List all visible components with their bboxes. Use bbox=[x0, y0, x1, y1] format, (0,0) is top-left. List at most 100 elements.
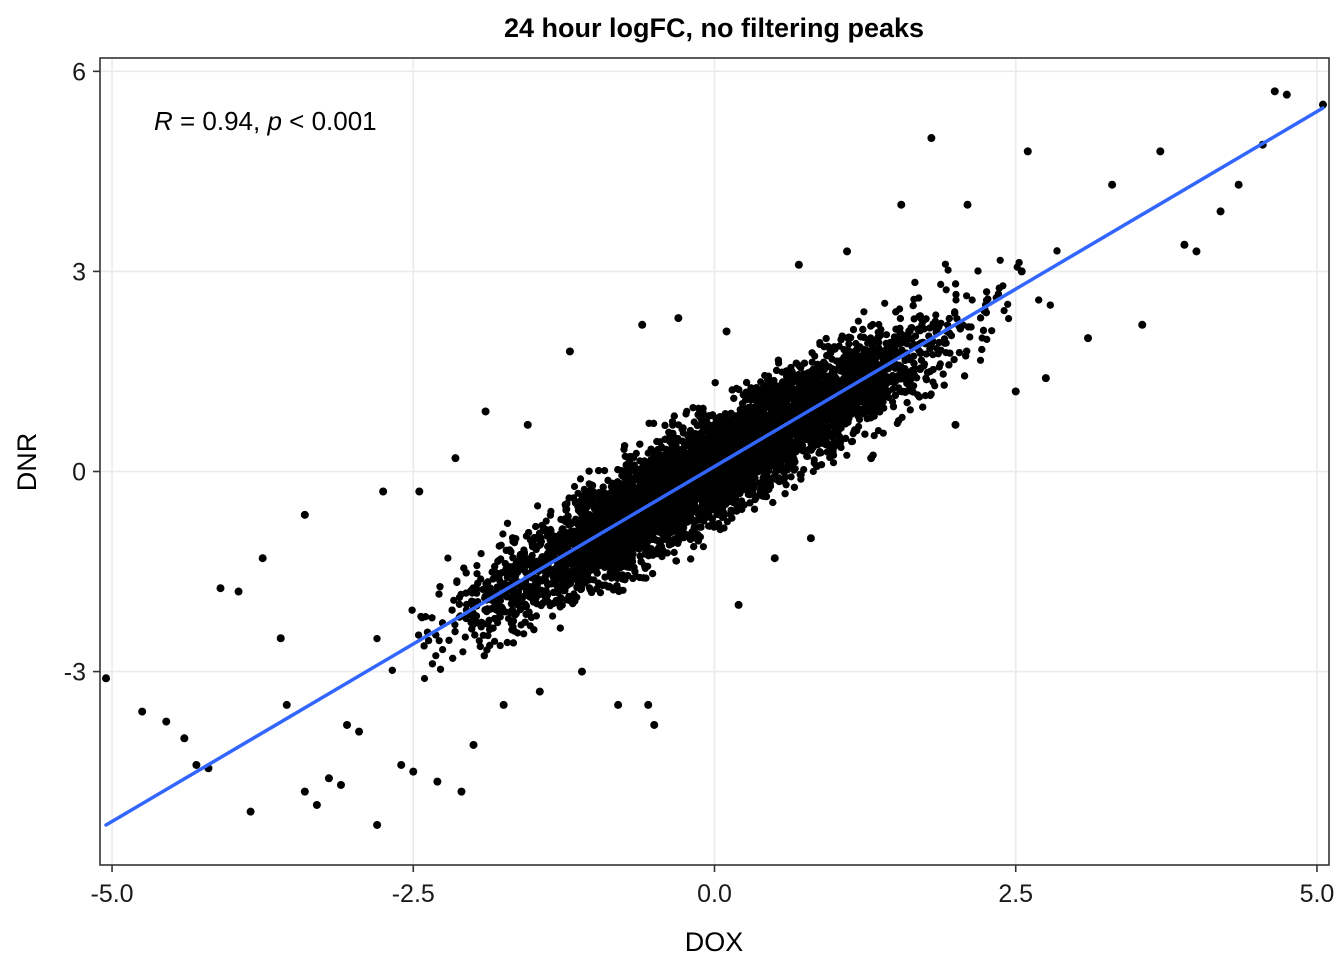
data-point bbox=[874, 427, 883, 435]
data-point bbox=[906, 406, 914, 414]
data-point bbox=[138, 707, 147, 716]
data-point bbox=[806, 534, 815, 543]
data-point bbox=[1234, 180, 1243, 189]
data-point bbox=[601, 467, 609, 475]
data-point bbox=[809, 467, 817, 476]
data-point bbox=[102, 674, 111, 683]
data-point bbox=[461, 633, 469, 641]
data-point bbox=[355, 727, 364, 736]
data-point bbox=[927, 134, 936, 143]
data-point bbox=[1318, 100, 1327, 109]
data-point bbox=[379, 487, 388, 496]
data-point bbox=[1041, 374, 1050, 383]
data-point bbox=[757, 378, 765, 386]
data-point bbox=[192, 760, 201, 769]
data-point bbox=[373, 820, 382, 829]
data-point bbox=[682, 410, 690, 418]
data-point bbox=[794, 260, 803, 269]
data-point bbox=[520, 630, 528, 638]
data-point bbox=[1108, 180, 1117, 189]
data-point bbox=[300, 510, 309, 519]
data-point bbox=[246, 807, 255, 816]
data-point bbox=[1192, 247, 1201, 256]
data-point bbox=[638, 320, 647, 329]
data-point bbox=[881, 299, 889, 307]
data-point bbox=[576, 475, 585, 483]
data-point bbox=[926, 391, 934, 400]
data-point bbox=[549, 612, 557, 620]
data-point bbox=[477, 550, 485, 558]
data-point bbox=[929, 351, 937, 359]
data-point bbox=[457, 787, 466, 796]
data-point bbox=[481, 407, 490, 416]
data-point bbox=[674, 314, 683, 323]
data-point bbox=[1011, 387, 1020, 396]
data-point bbox=[1156, 147, 1165, 156]
data-point bbox=[614, 700, 623, 709]
data-point bbox=[409, 767, 418, 776]
data-point bbox=[300, 787, 309, 796]
data-point bbox=[968, 296, 976, 304]
data-point bbox=[978, 334, 986, 342]
data-point bbox=[882, 331, 891, 339]
data-point bbox=[843, 247, 852, 256]
data-point bbox=[1216, 207, 1225, 216]
data-point bbox=[735, 386, 743, 394]
data-point bbox=[770, 554, 779, 563]
data-point bbox=[499, 700, 508, 709]
data-point bbox=[180, 734, 189, 743]
data-point bbox=[312, 800, 321, 809]
data-point bbox=[343, 720, 352, 729]
data-point bbox=[577, 667, 586, 676]
data-point bbox=[860, 308, 868, 316]
data-point bbox=[565, 347, 574, 356]
data-point bbox=[523, 420, 532, 429]
data-point bbox=[435, 637, 443, 645]
data-point bbox=[941, 260, 950, 268]
data-point bbox=[829, 459, 838, 467]
data-point bbox=[282, 700, 291, 709]
data-point bbox=[734, 600, 743, 609]
data-point bbox=[650, 720, 659, 729]
data-point bbox=[491, 637, 499, 645]
data-point bbox=[397, 760, 406, 769]
data-point bbox=[1005, 315, 1013, 323]
data-point bbox=[1138, 320, 1147, 329]
data-point bbox=[722, 327, 731, 336]
data-point bbox=[450, 596, 458, 604]
data-point bbox=[451, 454, 460, 463]
data-point bbox=[535, 687, 544, 696]
data-point bbox=[808, 358, 816, 366]
data-point bbox=[699, 543, 708, 551]
data-point bbox=[976, 356, 985, 364]
data-point bbox=[336, 780, 345, 789]
data-point bbox=[258, 554, 267, 563]
data-point bbox=[432, 652, 440, 660]
data-point bbox=[420, 674, 429, 683]
data-point bbox=[216, 584, 225, 593]
data-point bbox=[162, 717, 171, 726]
data-point bbox=[439, 646, 447, 654]
data-point bbox=[475, 637, 483, 645]
data-point bbox=[1084, 334, 1093, 343]
data-point bbox=[1282, 90, 1291, 99]
data-point bbox=[952, 296, 960, 304]
data-point bbox=[944, 266, 952, 274]
data-point bbox=[1023, 147, 1032, 156]
data-point bbox=[644, 700, 653, 709]
data-point bbox=[966, 333, 974, 341]
data-point bbox=[932, 311, 940, 319]
data-point bbox=[951, 420, 960, 429]
data-point bbox=[415, 487, 424, 496]
data-point bbox=[963, 292, 971, 300]
data-point bbox=[276, 634, 285, 643]
data-point bbox=[963, 200, 972, 209]
data-point bbox=[234, 587, 243, 596]
data-points bbox=[102, 87, 1327, 829]
data-point bbox=[996, 256, 1004, 264]
data-point bbox=[433, 777, 442, 786]
data-point bbox=[497, 541, 505, 549]
data-point bbox=[324, 774, 333, 783]
chart-title: 24 hour logFC, no filtering peaks bbox=[504, 13, 924, 43]
